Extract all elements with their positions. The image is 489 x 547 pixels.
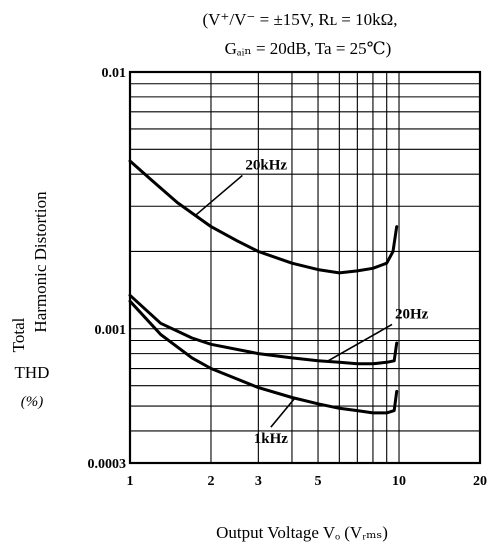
y-axis-label-line2: Harmonic Distortion (31, 191, 50, 333)
x-tick-label: 2 (207, 474, 214, 489)
plot-frame (128, 70, 482, 465)
annotation-leader-20khz (194, 174, 243, 217)
x-tick-label: 20 (473, 474, 487, 489)
series-annotations: 20kHz 20Hz 1kHz (194, 157, 429, 447)
annotation-leader-1khz (270, 397, 296, 428)
y-axis-label-thd: THD (15, 363, 50, 382)
y-tick-label: 0.0003 (88, 457, 127, 472)
annotation-label-1khz: 1kHz (254, 431, 289, 447)
x-tick-label: 5 (315, 474, 322, 489)
data-series (128, 159, 399, 415)
grid-lines (130, 72, 480, 463)
y-axis-label-line1: Total (9, 317, 28, 352)
series-line-20khz (128, 159, 399, 275)
annotation-leader-20hz (326, 323, 393, 363)
x-tick-label: 1 (127, 474, 134, 489)
chart-title-line2: Gₐᵢₙ = 20dB, Ta = 25℃) (225, 39, 392, 58)
tick-labels: 1 2 3 5 10 20 0.01 0.001 0.0003 (88, 66, 488, 489)
x-tick-label: 3 (255, 474, 262, 489)
y-axis-label-unit: (%) (21, 394, 44, 410)
series-line-1khz (128, 299, 399, 415)
annotation-label-20khz: 20kHz (245, 157, 287, 173)
y-tick-label: 0.01 (102, 66, 127, 81)
chart-title-line1: (V⁺/V⁻ = ±15V, Rʟ = 10kΩ, (202, 10, 397, 29)
y-tick-label: 0.001 (95, 323, 127, 338)
series-line-20hz (128, 293, 399, 366)
x-axis-label: Output Voltage Vₒ (Vᵣₘₛ) (216, 523, 388, 542)
x-tick-label: 10 (392, 474, 406, 489)
annotation-label-20hz: 20Hz (395, 306, 429, 322)
